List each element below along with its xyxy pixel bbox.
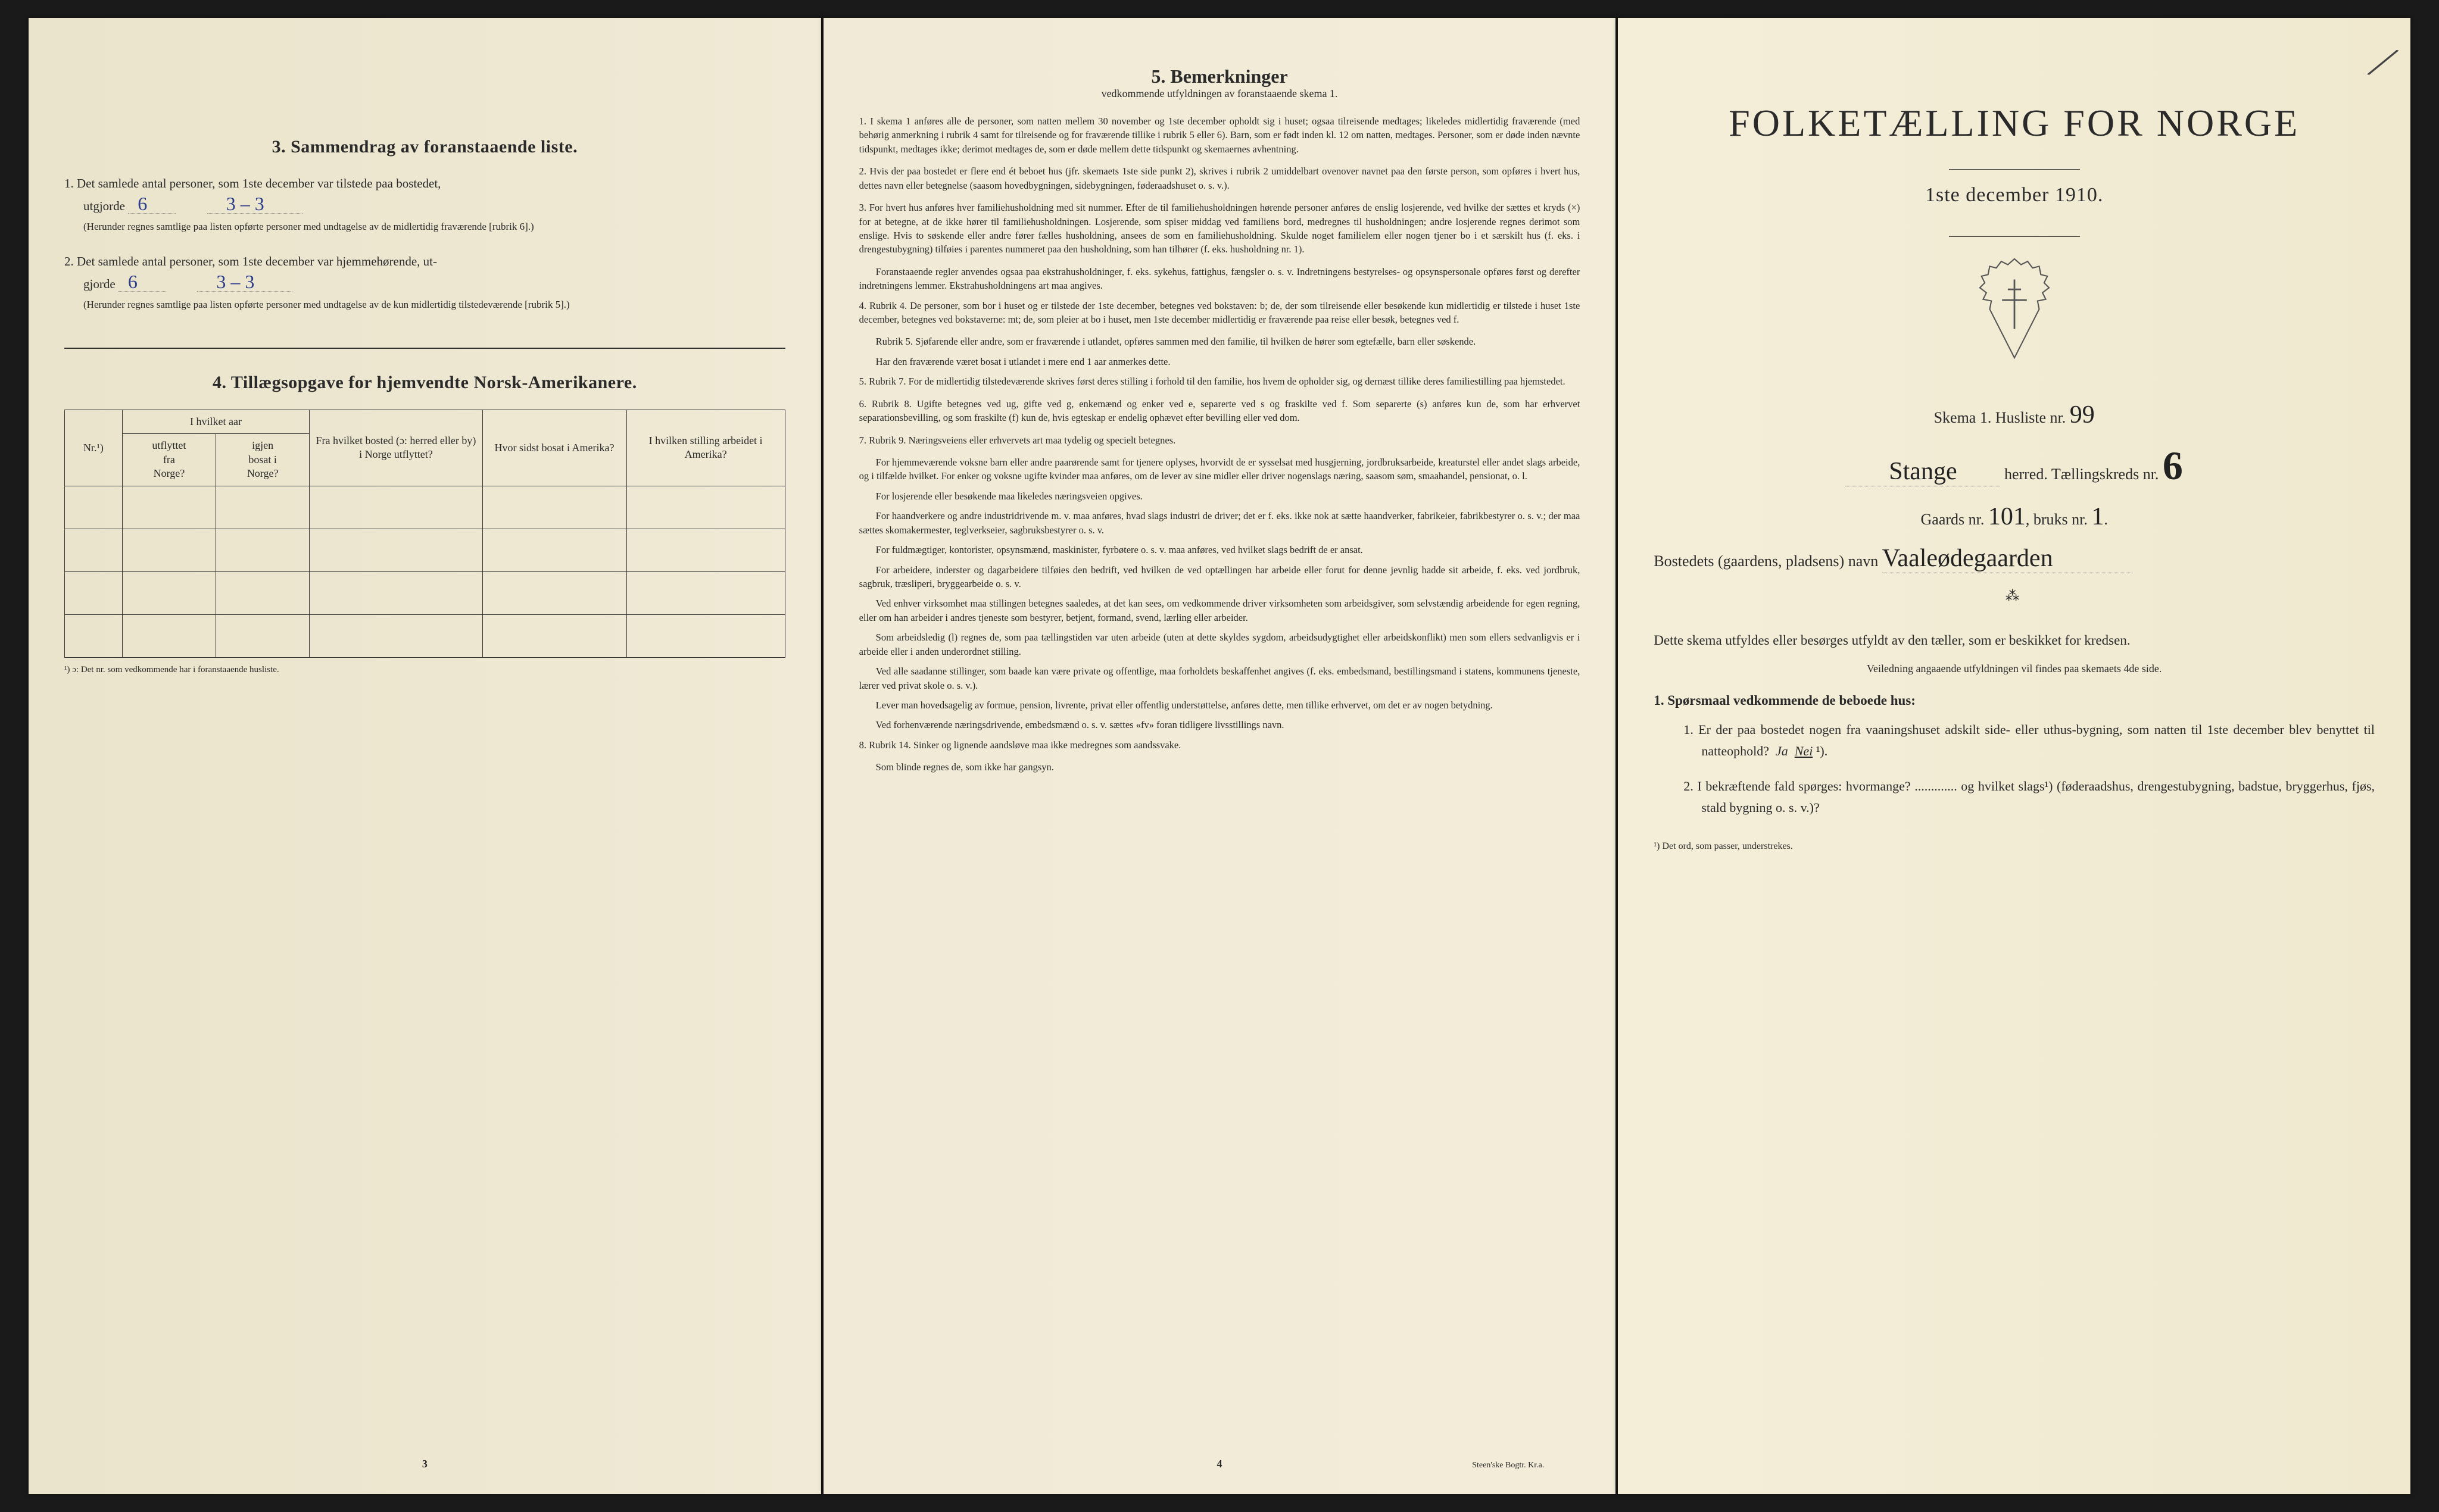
questions-heading: 1. Spørsmaal vedkommende de beboede hus:: [1654, 693, 2375, 708]
instructions-text: Dette skema utfyldes eller besørges utfy…: [1654, 629, 2375, 652]
item1-note: (Herunder regnes samtlige paa listen opf…: [83, 220, 785, 234]
herred-label: herred. Tællingskreds nr.: [2004, 466, 2159, 483]
emigrant-table: Nr.¹) I hvilket aar Fra hvilket bosted (…: [64, 410, 785, 658]
remark-7: 7. Rubrik 9. Næringsveiens eller erhverv…: [859, 433, 1580, 447]
page-number-3: 3: [422, 1458, 428, 1470]
table-row: [65, 614, 785, 657]
bosted-label: Bostedets (gaardens, pladsens) navn: [1654, 552, 1878, 570]
item1-split: 3 – 3: [207, 194, 302, 214]
col-hvor: Hvor sidst bosat i Amerika?: [482, 410, 626, 486]
r7-p6: Ved enhver virksomhet maa stillingen bet…: [859, 596, 1580, 624]
remark-4-para2: Har den fraværende været bosat i utlande…: [859, 355, 1580, 368]
remarks-title: 5. Bemerkninger: [859, 65, 1580, 88]
husliste-nr: 99: [2070, 401, 2095, 429]
nei-option: Nei: [1795, 743, 1813, 758]
three-page-spread: 3. Sammendrag av foranstaaende liste. 1.…: [29, 18, 2410, 1494]
title-rule-top: [1949, 169, 2080, 170]
item1-lead: 1. Det samlede antal personer, som 1ste …: [64, 176, 441, 190]
r7-p10: Ved forhenværende næringsdrivende, embed…: [859, 718, 1580, 732]
section4-title: 4. Tillægsopgave for hjemvendte Norsk-Am…: [64, 373, 785, 393]
census-title: FOLKETÆLLING FOR NORGE: [1654, 101, 2375, 145]
remark-1: 1. I skema 1 anføres alle de personer, s…: [859, 114, 1580, 156]
col-stilling: I hvilken stilling arbeidet i Amerika?: [626, 410, 785, 486]
item2-lead: 2. Det samlede antal personer, som 1ste …: [64, 254, 437, 268]
remark-8-last: Som blinde regnes de, som ikke har gangs…: [859, 760, 1580, 774]
remarks-list: 1. I skema 1 anføres alle de personer, s…: [859, 114, 1580, 774]
remark-3: 3. For hvert hus anføres hver familiehus…: [859, 201, 1580, 257]
summary-list: 1. Det samlede antal personer, som 1ste …: [64, 174, 785, 312]
bosted-line: Bostedets (gaardens, pladsens) navn Vaal…: [1654, 544, 2375, 573]
bruks-label: bruks nr.: [2033, 511, 2088, 528]
page-number-4: 4: [1217, 1458, 1222, 1470]
r7-p4: For fuldmægtiger, kontorister, opsynsmæn…: [859, 543, 1580, 557]
bosted-name: Vaaleødegaarden: [1882, 544, 2132, 573]
q1-sup: ¹).: [1816, 743, 1827, 758]
ornament-icon: ⁂: [1654, 588, 2375, 605]
utgjorde-word: utgjorde: [83, 199, 125, 213]
section3-title: 3. Sammendrag av foranstaaende liste.: [64, 137, 785, 157]
skema-label: Skema 1. Husliste nr.: [1934, 409, 2066, 426]
guidance-note: Veiledning angaaende utfyldningen vil fi…: [1654, 663, 2375, 675]
gjorde-word: gjorde: [83, 277, 116, 291]
footnote-right: ¹) Det ord, som passer, understrekes.: [1654, 841, 2375, 852]
r7-p1: For hjemmeværende voksne barn eller andr…: [859, 455, 1580, 483]
summary-item-2: 2. Det samlede antal personer, som 1ste …: [64, 252, 785, 312]
col-utflyttet: utflyttetfraNorge?: [122, 434, 216, 486]
emigrant-rows: [65, 486, 785, 657]
kreds-nr: 6: [2163, 443, 2183, 488]
page-4: 5. Bemerkninger vedkommende utfyldningen…: [824, 18, 1616, 1494]
item2-total: 6: [118, 272, 166, 292]
remarks-subtitle: vedkommende utfyldningen av foranstaaend…: [859, 88, 1580, 100]
gaards-nr: 101: [1988, 503, 2026, 530]
printer-mark: Steen'ske Bogtr. Kr.a.: [1472, 1461, 1544, 1470]
remark-8: 8. Rubrik 14. Sinker og lignende aandslø…: [859, 738, 1580, 752]
r7-p8: Ved alle saadanne stillinger, som baade …: [859, 664, 1580, 692]
title-rule-bottom: [1949, 236, 2080, 237]
census-date: 1ste december 1910.: [1654, 184, 2375, 207]
r7-p2: For losjerende eller besøkende maa likel…: [859, 489, 1580, 503]
table-footnote: ¹) ɔ: Det nr. som vedkommende har i fora…: [64, 665, 785, 675]
remark-4-para1: Rubrik 5. Sjøfarende eller andre, som er…: [859, 335, 1580, 348]
coat-of-arms-icon: [1654, 255, 2375, 365]
table-row: [65, 486, 785, 529]
r7-p9: Lever man hovedsagelig av formue, pensio…: [859, 698, 1580, 712]
page-3: 3. Sammendrag av foranstaaende liste. 1.…: [29, 18, 821, 1494]
r7-p7: Som arbeidsledig (l) regnes de, som paa …: [859, 630, 1580, 658]
r7-p3: For haandverkere og andre industridriven…: [859, 509, 1580, 537]
r7-p5: For arbeidere, inderster og dagarbeidere…: [859, 563, 1580, 591]
table-row: [65, 571, 785, 614]
col-fra: Fra hvilket bosted (ɔ: herred eller by) …: [310, 410, 482, 486]
gaards-label: Gaards nr.: [1921, 511, 1985, 528]
col-year-group: I hvilket aar: [122, 410, 310, 433]
remark-2: 2. Hvis der paa bostedet er flere end ét…: [859, 164, 1580, 192]
col-igjen: igjenbosat iNorge?: [216, 434, 310, 486]
remark-3-para: Foranstaaende regler anvendes ogsaa paa …: [859, 265, 1580, 293]
herred-line: Stange herred. Tællingskreds nr. 6: [1654, 442, 2375, 489]
divider: [64, 348, 785, 349]
pencil-mark: ∕: [2372, 36, 2393, 90]
table-row: [65, 529, 785, 571]
bruks-nr: 1: [2091, 503, 2104, 530]
item2-split: 3 – 3: [197, 272, 292, 292]
skema-line: Skema 1. Husliste nr. 99: [1654, 401, 2375, 429]
remark-5: 5. Rubrik 7. For de midlertidig tilstede…: [859, 374, 1580, 388]
questions-list: 1. Er der paa bostedet nogen fra vaaning…: [1654, 719, 2375, 819]
item2-note: (Herunder regnes samtlige paa listen opf…: [83, 298, 785, 312]
summary-item-1: 1. Det samlede antal personer, som 1ste …: [64, 174, 785, 234]
item1-total: 6: [128, 194, 176, 214]
remark-4: 4. Rubrik 4. De personer, som bor i huse…: [859, 299, 1580, 327]
ja-option: Ja: [1776, 743, 1788, 758]
col-nr: Nr.¹): [65, 410, 123, 486]
remark-6: 6. Rubrik 8. Ugifte betegnes ved ug, gif…: [859, 397, 1580, 425]
question-1: 1. Er der paa bostedet nogen fra vaaning…: [1683, 719, 2375, 763]
page-title: ∕ FOLKETÆLLING FOR NORGE 1ste december 1…: [1618, 18, 2410, 1494]
question-2: 2. I bekræftende fald spørges: hvormange…: [1683, 776, 2375, 819]
herred-name: Stange: [1845, 457, 2000, 486]
gaards-line: Gaards nr. 101, bruks nr. 1.: [1654, 502, 2375, 531]
